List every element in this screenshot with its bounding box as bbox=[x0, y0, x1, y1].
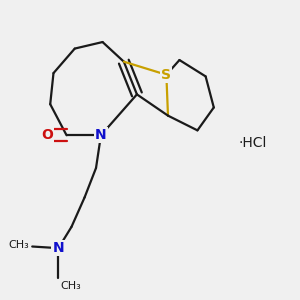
Text: O: O bbox=[41, 128, 53, 142]
Text: CH₃: CH₃ bbox=[8, 240, 29, 250]
Text: N: N bbox=[95, 128, 107, 142]
Text: S: S bbox=[161, 68, 171, 82]
Text: CH₃: CH₃ bbox=[60, 281, 81, 291]
Text: ·HCl: ·HCl bbox=[238, 136, 267, 151]
Text: N: N bbox=[52, 241, 64, 255]
